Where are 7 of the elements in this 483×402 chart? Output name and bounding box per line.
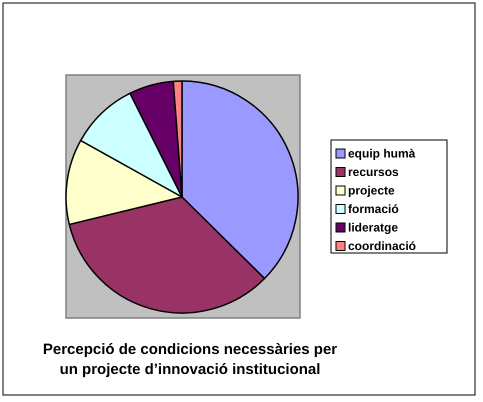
legend-label: coordinació	[348, 239, 416, 253]
legend-label: recursos	[348, 165, 400, 179]
legend-label: projecte	[348, 184, 396, 198]
legend-label: lideratge	[348, 220, 398, 234]
legend-label: formació	[348, 202, 399, 216]
legend-label: equip humà	[348, 146, 416, 160]
text: Percepció de condicions necessàries per un projecte d’innovació institucional	[42, 341, 338, 378]
